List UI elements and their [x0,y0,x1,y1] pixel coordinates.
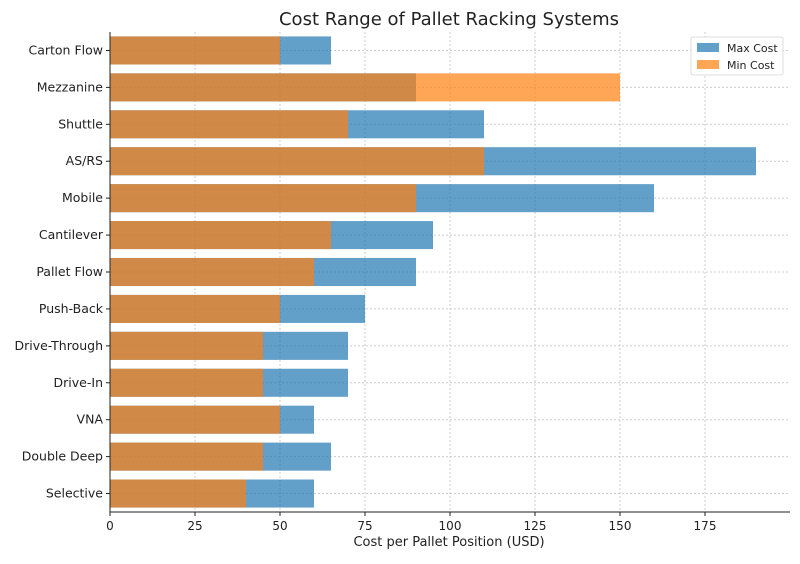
y-tick-label: Mezzanine [37,79,104,94]
x-tick-label: 175 [694,519,717,533]
min-cost-bar [110,405,280,434]
x-tick-label: 50 [272,519,287,533]
y-tick-label: Cantilever [39,227,104,242]
legend-swatch [697,60,719,69]
x-tick-label: 150 [609,519,632,533]
y-tick-label: Pallet Flow [36,264,103,279]
y-tick-label: Shuttle [58,116,103,131]
min-cost-bar [110,294,280,323]
y-tick-label: Drive-Through [14,338,103,353]
min-cost-bar [110,368,263,397]
axes: 0 25 50 75 100 125 150 175 Carton Flow Mezzanine S… [14,32,790,533]
y-tick-label: AS/RS [66,153,103,168]
min-cost-bar [110,110,348,139]
x-tick-label: 125 [524,519,547,533]
min-cost-bar [110,479,246,508]
y-tick-label: Drive-In [54,375,103,390]
min-cost-bar [110,73,620,102]
min-cost-bar [110,331,263,360]
legend: Max Cost Min Cost [690,36,784,76]
legend-swatch [697,43,719,52]
y-tick-label: Carton Flow [28,42,103,57]
min-cost-bar [110,184,416,213]
bars [110,36,756,508]
x-tick-label: 100 [439,519,462,533]
legend-label: Min Cost [727,59,775,72]
y-tick-label: Push-Back [39,301,104,316]
y-tick-label: Double Deep [22,449,103,464]
min-cost-bar [110,221,331,250]
legend-label: Max Cost [727,42,778,55]
min-cost-bar [110,36,280,65]
y-tick-label: Mobile [62,190,103,205]
y-tick-label: Selective [46,486,103,501]
min-cost-bar [110,147,484,176]
min-cost-bar [110,257,314,287]
x-tick-label: 25 [187,519,202,533]
x-axis-label: Cost per Pallet Position (USD) [353,535,544,550]
x-tick-label: 0 [106,519,114,533]
min-cost-bar [110,442,263,471]
chart-title: Cost Range of Pallet Racking Systems [279,9,619,30]
x-tick-label: 75 [357,519,372,533]
y-tick-label: VNA [77,412,104,427]
